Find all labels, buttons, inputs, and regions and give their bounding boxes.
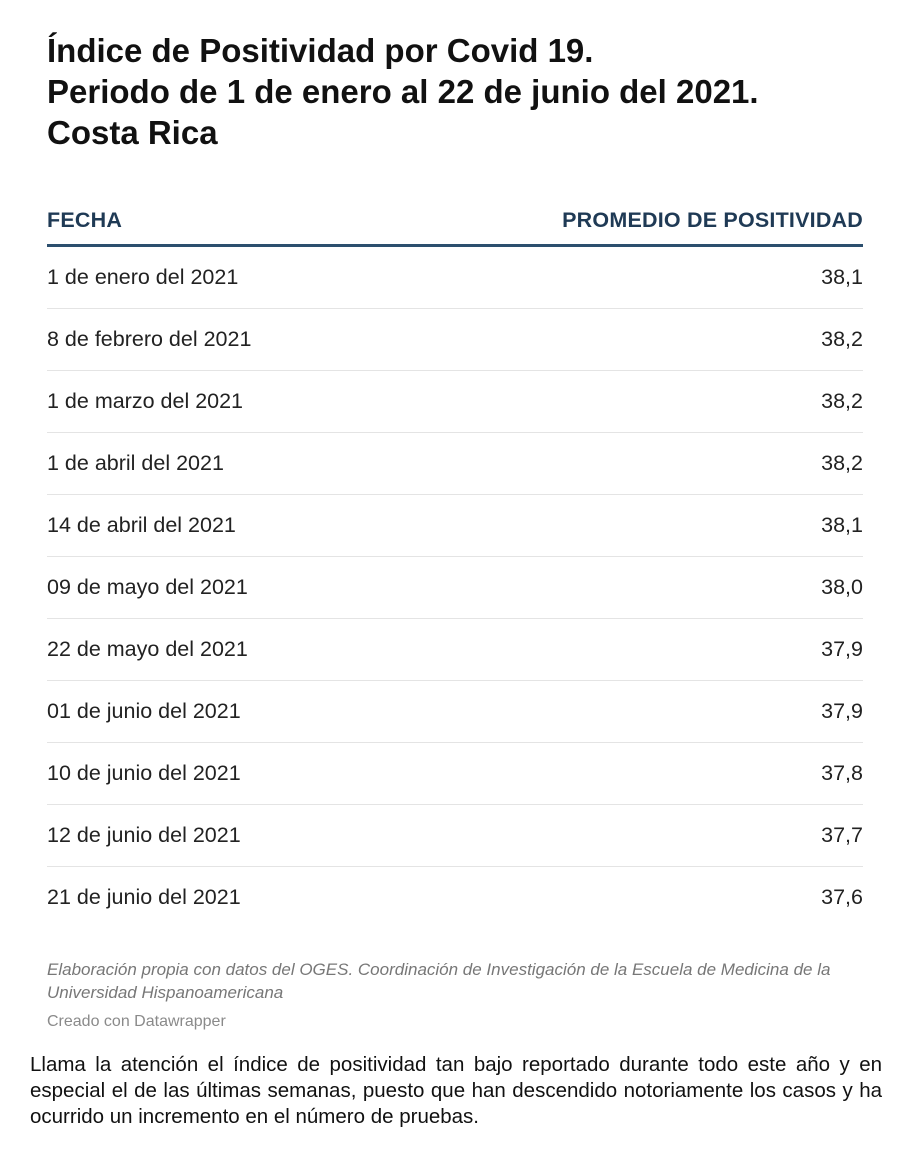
cell-fecha: 09 de mayo del 2021 [47, 575, 248, 599]
table-row: 10 de junio del 2021 37,8 [47, 743, 863, 805]
cell-promedio: 37,9 [821, 699, 863, 723]
cell-fecha: 22 de mayo del 2021 [47, 637, 248, 661]
chart-title: Índice de Positividad por Covid 19. Peri… [47, 30, 877, 153]
cell-promedio: 38,2 [821, 327, 863, 351]
source-note: Elaboración propia con datos del OGES. C… [47, 960, 831, 1002]
table-row: 12 de junio del 2021 37,7 [47, 805, 863, 867]
cell-fecha: 1 de enero del 2021 [47, 265, 239, 289]
cell-promedio: 38,2 [821, 451, 863, 475]
cell-promedio: 37,6 [821, 885, 863, 909]
cell-promedio: 38,2 [821, 389, 863, 413]
table-row: 1 de abril del 2021 38,2 [47, 433, 863, 495]
table-body: 1 de enero del 2021 38,1 8 de febrero del … [47, 247, 863, 928]
cell-promedio: 38,1 [821, 265, 863, 289]
table-row: 1 de marzo del 2021 38,2 [47, 371, 863, 433]
title-line: Índice de Positividad por Covid 19. [47, 32, 594, 69]
cell-fecha: 1 de marzo del 2021 [47, 389, 244, 413]
cell-fecha: 10 de junio del 2021 [47, 761, 241, 785]
cell-promedio: 37,9 [821, 637, 863, 661]
table-row: 01 de junio del 2021 37,9 [47, 681, 863, 743]
title-line: Costa Rica [47, 114, 218, 151]
cell-fecha: 21 de junio del 2021 [47, 885, 241, 909]
title-line: Periodo de 1 de enero al 22 de junio del… [47, 73, 759, 110]
table-row: 09 de mayo del 2021 38,0 [47, 557, 863, 619]
cell-fecha: 8 de febrero del 2021 [47, 327, 252, 351]
cell-fecha: 1 de abril del 2021 [47, 451, 224, 475]
cell-promedio: 37,8 [821, 761, 863, 785]
cell-fecha: 14 de abril del 2021 [47, 513, 236, 537]
datawrapper-credit[interactable]: Creado con Datawrapper [47, 1013, 226, 1030]
table-header: FECHA PROMEDIO DE POSITIVIDAD [47, 196, 863, 247]
table-row: 21 de junio del 2021 37,6 [47, 867, 863, 928]
cell-promedio: 38,0 [821, 575, 863, 599]
table-row: 8 de febrero del 2021 38,2 [47, 309, 863, 371]
table-row: 14 de abril del 2021 38,1 [47, 495, 863, 557]
column-header-promedio[interactable]: PROMEDIO DE POSITIVIDAD [562, 207, 863, 232]
cell-promedio: 38,1 [821, 513, 863, 537]
commentary-text: Llama la atención el índice de positivid… [30, 1053, 882, 1128]
column-header-fecha[interactable]: FECHA [47, 207, 123, 232]
data-table: FECHA PROMEDIO DE POSITIVIDAD 1 de enero… [47, 196, 863, 928]
table-row: 1 de enero del 2021 38,1 [47, 247, 863, 309]
table-row: 22 de mayo del 2021 37,9 [47, 619, 863, 681]
cell-promedio: 37,7 [821, 823, 863, 847]
cell-fecha: 01 de junio del 2021 [47, 699, 241, 723]
cell-fecha: 12 de junio del 2021 [47, 823, 241, 847]
